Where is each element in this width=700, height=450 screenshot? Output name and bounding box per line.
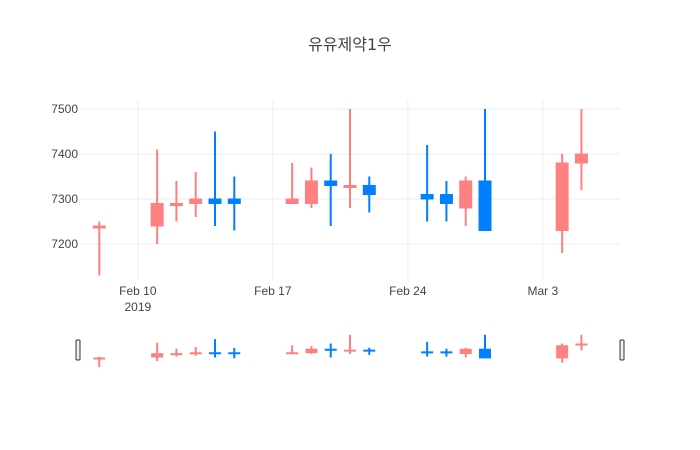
candle-body [478, 180, 492, 231]
candle-body [208, 198, 222, 204]
slider-candle-body [344, 349, 356, 352]
y-tick-label: 7400 [51, 147, 78, 161]
candle-body [150, 203, 164, 227]
y-tick-label: 7300 [51, 192, 78, 206]
candle-body [304, 180, 318, 204]
candle-body [420, 194, 434, 200]
x-tick-label: Feb 24 [389, 284, 427, 298]
y-axis: 7200 7300 7400 7500 [51, 102, 78, 251]
slider-candle-body [324, 348, 337, 351]
candle-body [362, 185, 376, 195]
candle-body [189, 198, 203, 204]
slider-candle-body [479, 348, 491, 359]
slider-candle-body [151, 353, 164, 358]
slider-candle-body [209, 352, 221, 355]
candle-body [92, 225, 106, 229]
y-tick-label: 7200 [51, 237, 78, 251]
x-tick-label: Mar 3 [528, 284, 559, 298]
candle-body [555, 162, 569, 231]
candle-body [459, 180, 473, 209]
candle-body [343, 185, 357, 188]
candle-body [285, 198, 299, 204]
range-slider-right-handle[interactable] [619, 339, 625, 361]
slider-candle-body [363, 349, 376, 352]
slider-candle-body [556, 345, 569, 359]
slider-candle-body [170, 353, 183, 356]
slider-candle-body [286, 352, 299, 355]
x-axis: Feb 10 2019 Feb 17 Feb 24 Mar 3 [119, 284, 558, 314]
candle-body [574, 153, 588, 164]
range-slider[interactable] [75, 330, 625, 371]
slider-candle-body [421, 351, 434, 354]
candle-body [169, 203, 183, 206]
x-tick-label: Feb 10 [119, 284, 157, 298]
slider-candle-body [459, 348, 472, 354]
slider-candle-body [440, 351, 453, 354]
candle-body [227, 198, 241, 204]
slider-candle-body [228, 352, 241, 355]
x-tick-sublabel: 2019 [125, 300, 152, 314]
slider-candle-body [305, 348, 318, 354]
candles [92, 109, 588, 276]
slider-candle-body [575, 343, 588, 346]
candle-body [324, 180, 338, 186]
chart-title: 유유제약1우 [308, 35, 392, 54]
x-tick-label: Feb 17 [254, 284, 292, 298]
slider-candle-body [189, 352, 202, 355]
y-tick-label: 7500 [51, 102, 78, 116]
candle-body [439, 194, 453, 204]
range-slider-left-handle[interactable] [75, 339, 81, 361]
slider-candle-body [93, 357, 106, 360]
